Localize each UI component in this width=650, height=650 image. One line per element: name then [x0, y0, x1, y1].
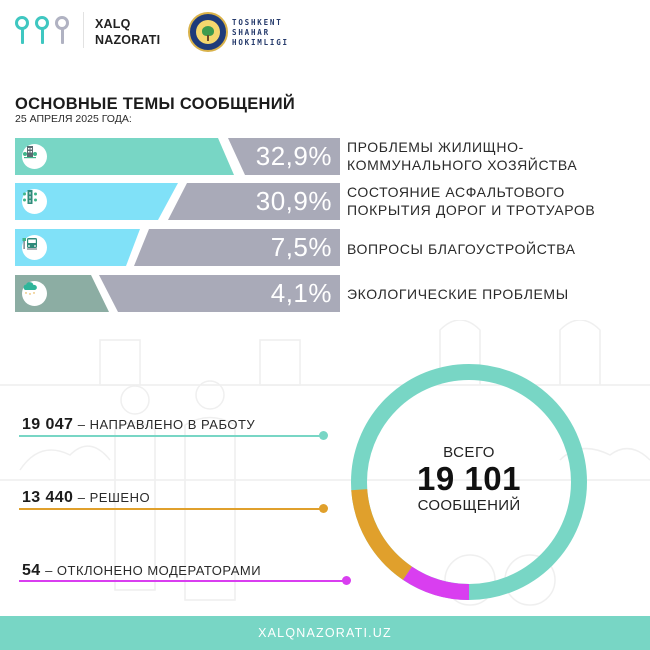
topic-label-line: СОСТОЯНИЕ АСФАЛЬТОВОГО: [347, 184, 565, 200]
stat-dot-solved: [319, 504, 328, 513]
brand-line-2: NAZORATI: [95, 33, 161, 47]
brand-line-1: XALQ: [95, 17, 131, 31]
stat-label: – РЕШЕНО: [77, 490, 151, 505]
topic-bar-landscaping: 7,5%: [15, 229, 340, 266]
topic-bar-roads: 30,9%: [15, 183, 340, 220]
stat-dot-rejected: [342, 576, 351, 585]
map-pin-trio-icon: [15, 16, 71, 46]
stat-line-solved: [19, 508, 324, 510]
donut-total: 19 101: [417, 460, 521, 497]
topic-percent: 7,5%: [270, 232, 332, 262]
topic-bar-ecology: 4,1%: [15, 275, 340, 312]
cloud-rain-icon: [22, 281, 47, 306]
topic-bar-housing: 32,9%: [15, 138, 340, 175]
header: XALQ NAZORATI TOSHKENT SHAHAR HOKIMLIGI: [0, 0, 650, 65]
topic-bar-shape: [15, 229, 340, 266]
partner-name: TOSHKENT SHAHAR HOKIMLIGI: [232, 18, 289, 48]
stat-label: – НАПРАВЛЕНО В РАБОТУ: [77, 417, 256, 432]
topic-label-line: ВОПРОСЫ БЛАГОУСТРОЙСТВА: [347, 241, 576, 257]
stat-label: – ОТКЛОНЕНО МОДЕРАТОРАМИ: [45, 563, 262, 578]
city-emblem-icon: [188, 12, 228, 52]
stat-in-work: 19 047 – НАПРАВЛЕНО В РАБОТУ: [22, 416, 255, 434]
page-subtitle: 25 АПРЕЛЯ 2025 ГОДА:: [15, 113, 132, 125]
topic-percent: 30,9%: [255, 186, 332, 216]
donut-top-label: ВСЕГО: [443, 444, 495, 461]
stat-line-in-work: [19, 435, 324, 437]
stat-number: 13 440: [22, 489, 74, 506]
footer-url-link[interactable]: XALQNAZORATI.UZ: [258, 626, 392, 640]
donut-bottom-label: СООБЩЕНИЙ: [417, 497, 521, 514]
messages-donut-chart: [351, 364, 587, 600]
topic-label-housing: ПРОБЛЕМЫ ЖИЛИЩНО- КОММУНАЛЬНОГО ХОЗЯЙСТВ…: [347, 138, 577, 174]
topic-label-line: ПОКРЫТИЯ ДОРОГ И ТРОТУАРОВ: [347, 202, 596, 218]
topic-bar-shape: [15, 183, 340, 220]
partner-line-2: SHAHAR: [232, 28, 270, 37]
bus-stop-icon: [22, 235, 47, 260]
stat-rejected: 54 – ОТКЛОНЕНО МОДЕРАТОРАМИ: [22, 562, 261, 580]
stat-solved: 13 440 – РЕШЕНО: [22, 489, 150, 507]
footer: XALQNAZORATI.UZ: [0, 616, 650, 650]
partner-line-3: HOKIMLIGI: [232, 38, 289, 47]
topic-label-line: КОММУНАЛЬНОГО ХОЗЯЙСТВА: [347, 157, 578, 173]
brand-name: XALQ NAZORATI: [95, 16, 160, 48]
topic-label-line: ЭКОЛОГИЧЕСКИЕ ПРОБЛЕМЫ: [347, 286, 569, 302]
stat-line-rejected: [19, 580, 347, 582]
topic-label-roads: СОСТОЯНИЕ АСФАЛЬТОВОГО ПОКРЫТИЯ ДОРОГ И …: [347, 183, 595, 219]
header-divider: [83, 12, 84, 48]
partner-line-1: TOSHKENT: [232, 18, 283, 27]
topic-percent: 32,9%: [255, 141, 332, 171]
topic-label-landscaping: ВОПРОСЫ БЛАГОУСТРОЙСТВА: [347, 240, 576, 258]
topic-percent: 4,1%: [270, 278, 332, 308]
donut-center: ВСЕГО 19 101 СООБЩЕНИЙ: [350, 363, 588, 601]
stat-number: 19 047: [22, 416, 74, 433]
apartment-building-icon: [22, 144, 47, 169]
road-icon: [22, 189, 47, 214]
page-title: ОСНОВНЫЕ ТЕМЫ СООБЩЕНИЙ: [15, 95, 296, 113]
topic-bar-shape: [15, 138, 340, 175]
stat-number: 54: [22, 562, 41, 579]
topic-label-ecology: ЭКОЛОГИЧЕСКИЕ ПРОБЛЕМЫ: [347, 285, 569, 303]
stat-dot-in-work: [319, 431, 328, 440]
topic-label-line: ПРОБЛЕМЫ ЖИЛИЩНО-: [347, 139, 524, 155]
